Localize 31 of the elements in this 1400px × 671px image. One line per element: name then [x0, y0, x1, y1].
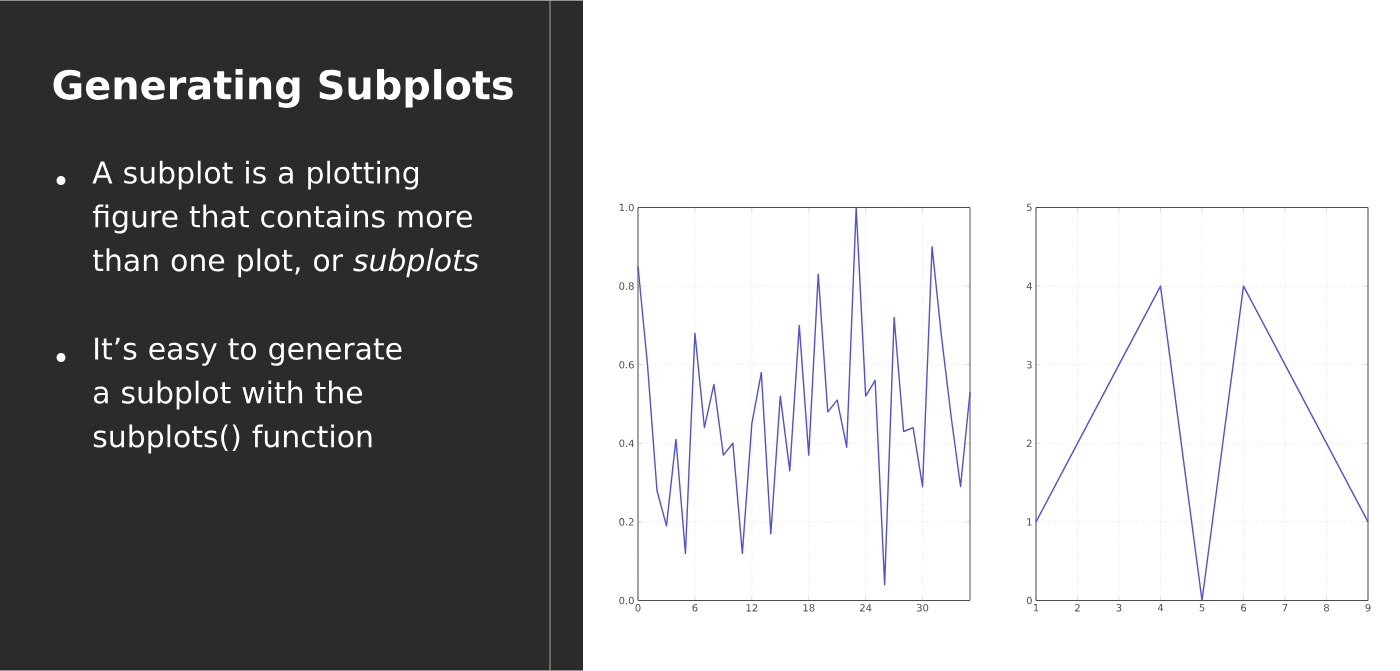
text: A subplot is a plotting figure that contains more than one plot, or subplots: [92, 160, 479, 278]
x-tick-label: 6: [692, 604, 698, 612]
x-tick-label: 4: [1157, 604, 1164, 612]
y-tick-label: 0: [1026, 596, 1032, 605]
x-tick-label: 7: [1282, 604, 1288, 612]
x-tick-label: 2: [1075, 604, 1080, 612]
x-tick-label: 30: [917, 604, 929, 612]
y-tick-label: 0.6: [619, 360, 634, 369]
x-tick-label: 9: [1365, 604, 1371, 612]
x-tick-label: 18: [803, 604, 815, 612]
y-tick-label: 0.0: [619, 596, 634, 605]
line-series: [637, 206, 971, 586]
y-tick-label: 0.8: [619, 282, 634, 290]
x-tick-label: 3: [1116, 604, 1122, 612]
y-tick-label: 0.4: [619, 439, 634, 448]
x-tick-label: 24: [860, 604, 872, 612]
y-tick-label: 0.2: [619, 518, 634, 526]
y-tick-label: 3: [1026, 360, 1032, 369]
y-tick-label: 5: [1026, 203, 1032, 212]
x-tick-label: 6: [1241, 604, 1247, 612]
text: Generating Subplots: [53, 69, 513, 108]
x-tick-label: 12: [746, 604, 758, 612]
text: It’s easy to generate a subplot with the subplots() function: [93, 337, 402, 454]
y-tick-label: 1.0: [619, 203, 634, 212]
y-tick-label: 4: [1026, 282, 1032, 290]
x-tick-label: 8: [1324, 604, 1329, 612]
x-tick-label: 0: [635, 604, 641, 612]
x-tick-label: 5: [1199, 604, 1205, 612]
x-tick-label: 1: [1033, 604, 1039, 612]
y-tick-label: 1: [1027, 518, 1032, 526]
y-tick-label: 2: [1026, 439, 1032, 447]
